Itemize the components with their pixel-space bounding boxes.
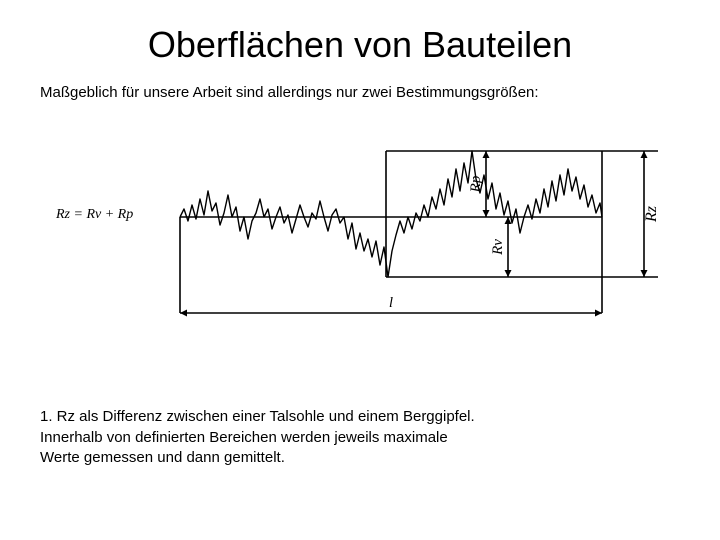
caption-line: 1. Rz als Differenz zwischen einer Talso…	[40, 407, 475, 427]
caption-line: Werte gemessen und dann gemittelt.	[40, 448, 475, 468]
diagram-container: Rz = Rv + Rp Rp Rv Rz l	[0, 121, 720, 331]
subtitle-text: Maßgeblich für unsere Arbeit sind allerd…	[0, 84, 720, 121]
rp-label: Rp	[468, 175, 484, 193]
l-label: l	[389, 295, 393, 311]
caption-line: Innerhalb von definierten Bereichen werd…	[40, 428, 475, 448]
page-title: Oberflächen von Bauteilen	[0, 0, 720, 84]
roughness-diagram: Rp Rv Rz l	[170, 121, 670, 331]
caption-block: 1. Rz als Differenz zwischen einer Talso…	[40, 407, 475, 468]
rz-label: Rz	[643, 205, 660, 223]
formula-text: Rz = Rv + Rp	[56, 207, 133, 223]
rv-label: Rv	[490, 239, 506, 256]
